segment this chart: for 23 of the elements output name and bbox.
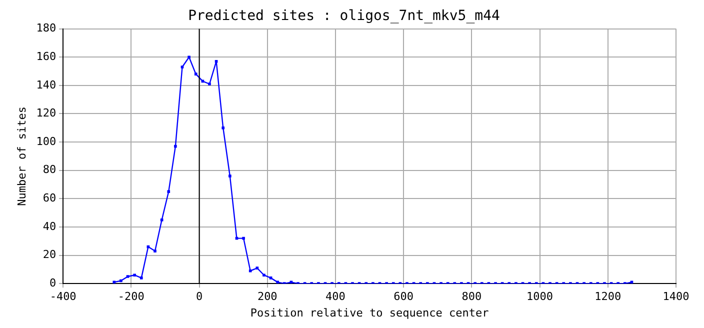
y-axis-title: Number of sites: [15, 106, 28, 206]
chart-title: Predicted sites : oligos_7nt_mkv5_m44: [188, 8, 500, 24]
x-tick-label: 0: [196, 290, 203, 304]
x-axis-title: Position relative to sequence center: [250, 306, 490, 320]
y-tick-label: 160: [36, 50, 56, 63]
x-tick-label: 800: [462, 290, 482, 304]
x-tick-label: 1200: [594, 290, 622, 304]
y-tick-label: 140: [36, 78, 56, 92]
y-tick-label: 60: [42, 192, 56, 205]
y-tick-label: 100: [36, 134, 56, 148]
x-tick-label: 600: [394, 290, 414, 304]
y-tick-label: 20: [42, 248, 56, 262]
y-tick-label: 180: [36, 22, 56, 35]
y-tick-label: 0: [49, 276, 56, 290]
x-tick-label: -200: [118, 290, 144, 304]
x-tick-label: 200: [257, 290, 278, 304]
y-tick-label: 40: [42, 220, 56, 233]
x-tick-label: 1400: [662, 290, 690, 304]
x-tick-label: -400: [50, 290, 76, 304]
x-tick-label: 400: [326, 290, 346, 304]
y-tick-label: 120: [36, 106, 56, 120]
y-tick-label: 80: [42, 163, 56, 176]
x-tick-label: 1000: [526, 290, 554, 304]
